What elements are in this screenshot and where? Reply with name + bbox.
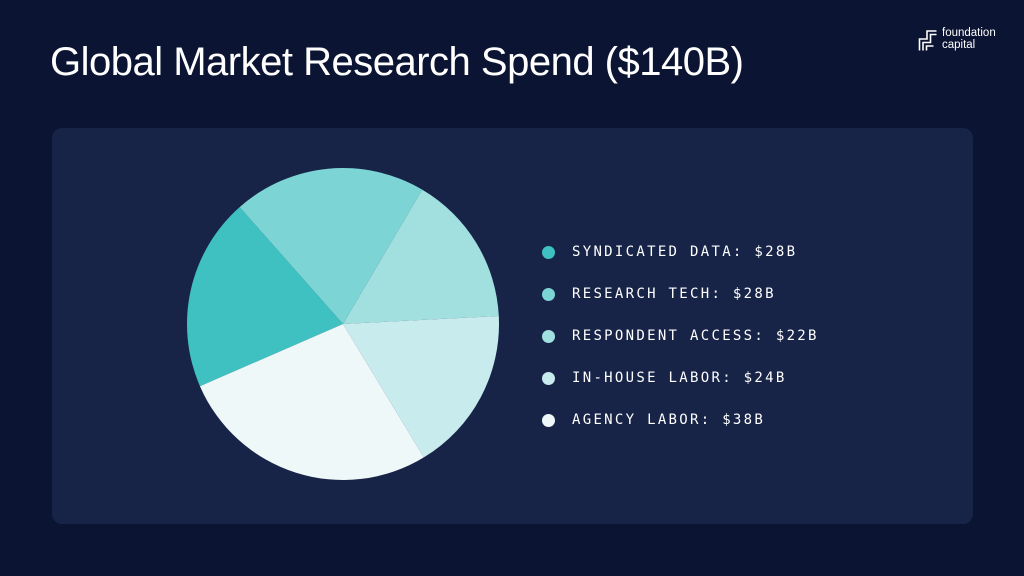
legend-item: SYNDICATED DATA: $28B bbox=[542, 231, 819, 273]
pie-chart bbox=[187, 167, 500, 481]
legend-swatch bbox=[542, 413, 555, 427]
chart-legend: SYNDICATED DATA: $28B RESEARCH TECH: $28B… bbox=[542, 231, 819, 441]
pie-slice bbox=[187, 207, 343, 387]
legend-item: RESPONDENT ACCESS: $22B bbox=[542, 315, 819, 357]
pie-slice bbox=[343, 316, 500, 458]
pie-slice bbox=[343, 189, 499, 324]
page-title: Global Market Research Spend ($140B) bbox=[50, 40, 744, 84]
legend-label: RESPONDENT ACCESS: $22B bbox=[572, 328, 819, 344]
legend-label: SYNDICATED DATA: $28B bbox=[572, 244, 798, 260]
pie-slice bbox=[199, 324, 424, 481]
legend-item: IN-HOUSE LABOR: $24B bbox=[542, 357, 819, 399]
legend-swatch bbox=[542, 287, 555, 301]
legend-label: AGENCY LABOR: $38B bbox=[572, 412, 766, 428]
legend-item: AGENCY LABOR: $38B bbox=[542, 399, 819, 441]
brand-logo: foundation capital bbox=[918, 26, 1018, 56]
brand-name: foundation capital bbox=[942, 27, 996, 51]
legend-label: IN-HOUSE LABOR: $24B bbox=[572, 370, 787, 386]
legend-swatch bbox=[542, 329, 555, 343]
legend-label: RESEARCH TECH: $28B bbox=[572, 286, 776, 302]
foundation-capital-logo-icon bbox=[918, 30, 937, 51]
legend-swatch bbox=[542, 371, 555, 385]
legend-swatch bbox=[542, 245, 555, 259]
chart-card: SYNDICATED DATA: $28B RESEARCH TECH: $28B… bbox=[52, 128, 973, 524]
legend-item: RESEARCH TECH: $28B bbox=[542, 273, 819, 315]
pie-slice bbox=[239, 167, 423, 324]
